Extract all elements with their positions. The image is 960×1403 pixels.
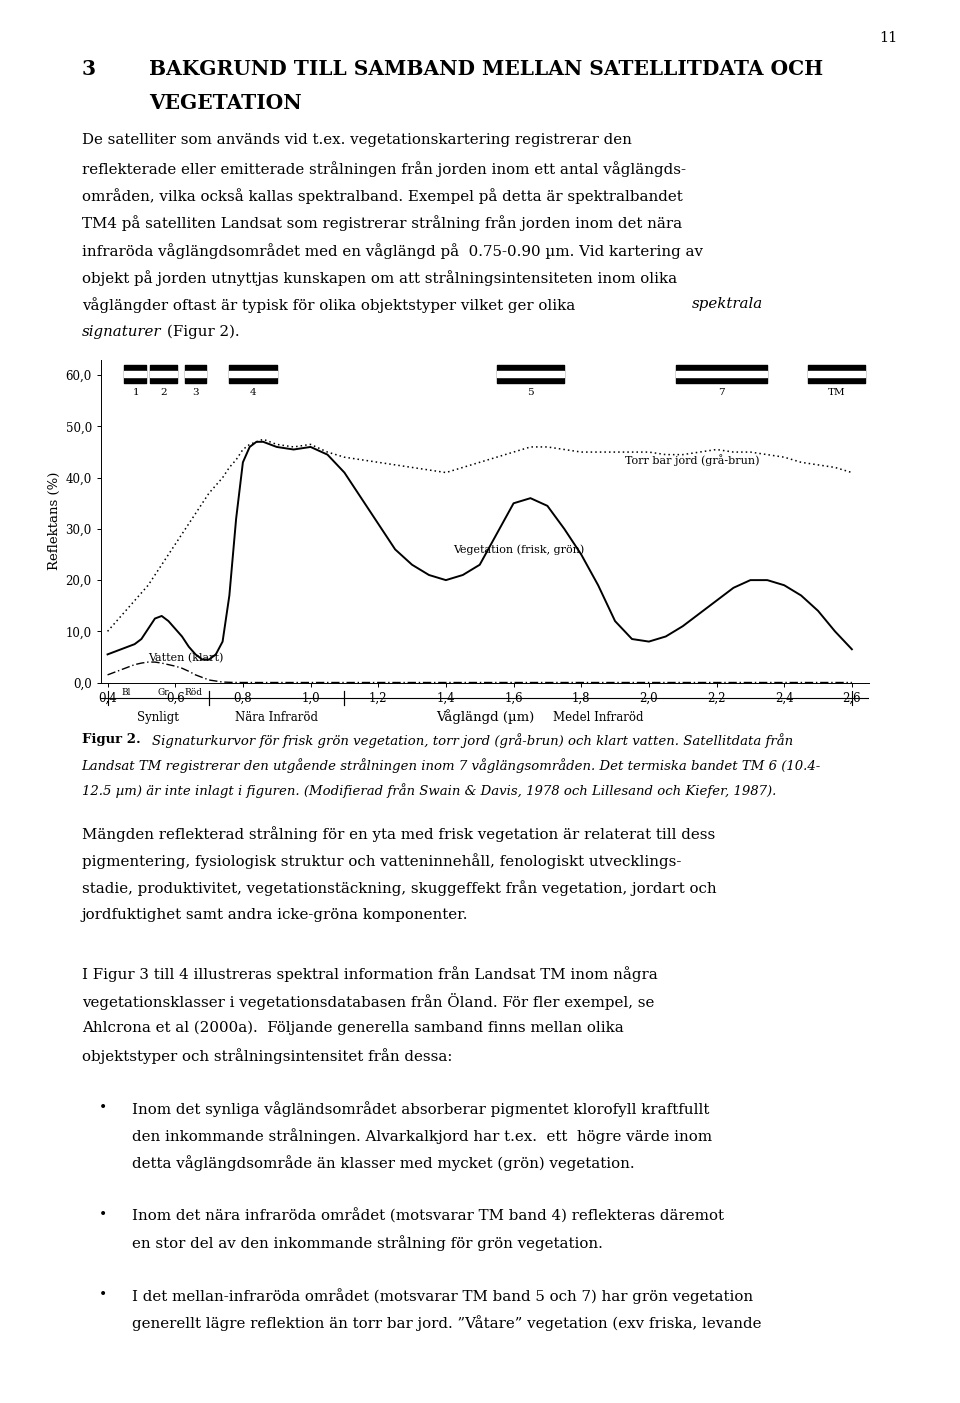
Text: Vatten (klart): Vatten (klart) <box>148 652 224 664</box>
Text: 3: 3 <box>192 389 199 397</box>
Text: I det mellan-infraröda området (motsvarar TM band 5 och 7) har grön vegetation: I det mellan-infraröda området (motsvara… <box>132 1288 754 1303</box>
Text: spektrala: spektrala <box>692 297 763 311</box>
Text: Vegetation (frisk, grön): Vegetation (frisk, grön) <box>453 544 584 554</box>
Text: Bl: Bl <box>122 687 131 696</box>
Text: •: • <box>99 1288 108 1302</box>
Text: 12.5 µm) är inte inlagt i figuren. (Modifierad från Swain & Davis, 1978 och Lill: 12.5 µm) är inte inlagt i figuren. (Modi… <box>82 784 776 798</box>
Text: 3: 3 <box>82 59 96 79</box>
Text: Ahlcrona et al (2000a).  Följande generella samband finns mellan olika: Ahlcrona et al (2000a). Följande generel… <box>82 1021 623 1035</box>
Text: pigmentering, fysiologisk struktur och vatteninnehåll, fenologiskt utvecklings-: pigmentering, fysiologisk struktur och v… <box>82 853 681 868</box>
Text: våglängder oftast är typisk för olika objektstyper vilket ger olika: våglängder oftast är typisk för olika ob… <box>82 297 580 313</box>
Text: den inkommande strålningen. Alvarkalkjord har t.ex.  ett  högre värde inom: den inkommande strålningen. Alvarkalkjor… <box>132 1128 712 1143</box>
Text: Figur 2.: Figur 2. <box>82 734 140 746</box>
Text: en stor del av den inkommande strålning för grön vegetation.: en stor del av den inkommande strålning … <box>132 1236 603 1251</box>
Text: Inom det nära infraröda området (motsvarar TM band 4) reflekteras däremot: Inom det nära infraröda området (motsvar… <box>132 1208 725 1223</box>
Text: Inom det synliga vågländsområdet absorberar pigmentet klorofyll kraftfullt: Inom det synliga vågländsområdet absorbe… <box>132 1101 709 1117</box>
Text: 2: 2 <box>160 389 167 397</box>
Text: områden, vilka också kallas spektralband. Exempel på detta är spektralbandet: områden, vilka också kallas spektralband… <box>82 188 683 203</box>
Text: TM: TM <box>828 389 846 397</box>
Text: De satelliter som används vid t.ex. vegetationskartering registrerar den: De satelliter som används vid t.ex. vege… <box>82 133 632 147</box>
Text: reflekterade eller emitterade strålningen från jorden inom ett antal våglängds-: reflekterade eller emitterade strålninge… <box>82 160 685 177</box>
Text: (Figur 2).: (Figur 2). <box>167 324 240 340</box>
Text: Röd: Röd <box>185 687 203 696</box>
Text: 5: 5 <box>527 389 534 397</box>
Text: infraröda våglängdsområdet med en våglängd på  0.75-0.90 µm. Vid kartering av: infraröda våglängdsområdet med en våglän… <box>82 243 703 258</box>
Text: 4: 4 <box>250 389 256 397</box>
Text: stadie, produktivitet, vegetationstäckning, skuggeffekt från vegetation, jordart: stadie, produktivitet, vegetationstäckni… <box>82 881 716 897</box>
Text: Gr: Gr <box>157 687 169 696</box>
Text: Nära Infraröd: Nära Infraröd <box>235 711 318 724</box>
Text: detta våglängdsområde än klasser med mycket (grön) vegetation.: detta våglängdsområde än klasser med myc… <box>132 1156 636 1172</box>
Text: Signaturkurvor för frisk grön vegetation, torr jord (grå-brun) och klart vatten.: Signaturkurvor för frisk grön vegetation… <box>152 734 793 748</box>
Text: Mängden reflekterad strålning för en yta med frisk vegetation är relaterat till : Mängden reflekterad strålning för en yta… <box>82 825 715 842</box>
Text: Medel Infraröd: Medel Infraröd <box>553 711 643 724</box>
Text: 1: 1 <box>132 389 139 397</box>
Y-axis label: Reflektans (%): Reflektans (%) <box>48 471 61 571</box>
Text: TM4 på satelliten Landsat som registrerar strålning från jorden inom det nära: TM4 på satelliten Landsat som registrera… <box>82 215 682 231</box>
Text: 7: 7 <box>718 389 725 397</box>
Text: BAKGRUND TILL SAMBAND MELLAN SATELLITDATA OCH: BAKGRUND TILL SAMBAND MELLAN SATELLITDAT… <box>149 59 823 79</box>
Text: objekt på jorden utnyttjas kunskapen om att strålningsintensiteten inom olika: objekt på jorden utnyttjas kunskapen om … <box>82 269 677 286</box>
Text: Torr bar jord (grå-brun): Torr bar jord (grå-brun) <box>625 453 759 466</box>
Text: vegetationsklasser i vegetationsdatabasen från Öland. För fler exempel, se: vegetationsklasser i vegetationsdatabase… <box>82 993 654 1010</box>
Text: Landsat TM registrerar den utgående strålningen inom 7 våglängsområden. Det term: Landsat TM registrerar den utgående strå… <box>82 759 821 773</box>
Text: jordfuktighet samt andra icke-gröna komponenter.: jordfuktighet samt andra icke-gröna komp… <box>82 908 468 922</box>
Text: signaturer: signaturer <box>82 324 161 338</box>
Text: objektstyper och strålningsintensitet från dessa:: objektstyper och strålningsintensitet fr… <box>82 1048 452 1063</box>
X-axis label: Våglängd (µm): Våglängd (µm) <box>436 709 534 724</box>
Text: Synligt: Synligt <box>137 711 180 724</box>
Text: VEGETATION: VEGETATION <box>149 93 301 112</box>
Text: •: • <box>99 1101 108 1114</box>
Text: I Figur 3 till 4 illustreras spektral information från Landsat TM inom några: I Figur 3 till 4 illustreras spektral in… <box>82 967 658 982</box>
Text: •: • <box>99 1208 108 1222</box>
Text: generellt lägre reflektion än torr bar jord. ”Våtare” vegetation (exv friska, le: generellt lägre reflektion än torr bar j… <box>132 1316 762 1331</box>
Text: 11: 11 <box>878 31 898 45</box>
